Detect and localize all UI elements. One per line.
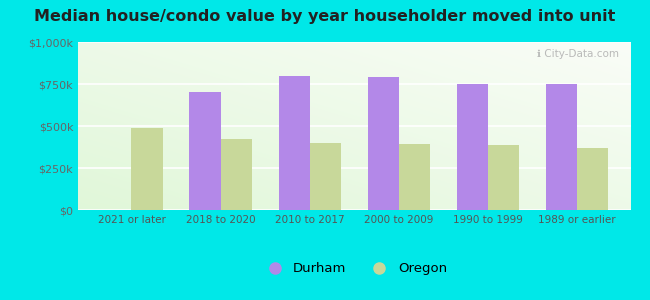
Bar bbox=[546, 84, 577, 210]
Bar bbox=[577, 148, 608, 210]
Bar bbox=[399, 145, 430, 210]
Bar bbox=[368, 77, 399, 210]
Text: Median house/condo value by year householder moved into unit: Median house/condo value by year househo… bbox=[34, 9, 616, 24]
Bar bbox=[457, 84, 488, 210]
Bar bbox=[189, 92, 220, 210]
Bar bbox=[488, 145, 519, 210]
Legend: Durham, Oregon: Durham, Oregon bbox=[256, 257, 452, 281]
Bar bbox=[131, 128, 162, 210]
Text: ℹ City-Data.com: ℹ City-Data.com bbox=[538, 49, 619, 59]
Bar bbox=[278, 76, 309, 210]
Bar bbox=[220, 140, 252, 210]
Bar bbox=[309, 143, 341, 210]
